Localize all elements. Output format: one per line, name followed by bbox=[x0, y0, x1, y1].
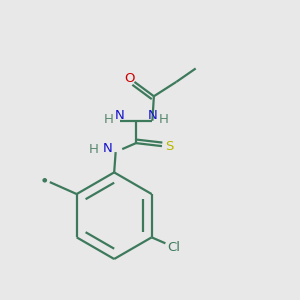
Text: O: O bbox=[124, 72, 134, 85]
Text: N: N bbox=[148, 109, 157, 122]
Text: N: N bbox=[103, 142, 112, 155]
Text: H: H bbox=[89, 143, 99, 156]
Text: Cl: Cl bbox=[168, 241, 181, 254]
Text: S: S bbox=[165, 140, 174, 153]
Text: H: H bbox=[103, 113, 113, 126]
Text: ●: ● bbox=[42, 178, 47, 183]
Text: N: N bbox=[115, 109, 124, 122]
Text: H: H bbox=[159, 113, 169, 126]
